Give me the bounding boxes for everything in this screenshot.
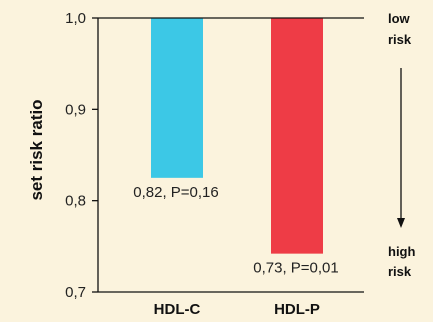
high-risk-line2: risk: [388, 264, 412, 279]
y-tick-label: 0,9: [65, 101, 86, 118]
category-label-hdl-c: HDL-C: [154, 301, 201, 318]
y-tick-label: 0,8: [65, 193, 86, 210]
low-risk-line1: low: [388, 11, 411, 26]
risk-direction-arrowhead: [397, 218, 405, 228]
bar-hdl-c: [151, 18, 203, 178]
low-risk-line2: risk: [388, 32, 412, 47]
y-tick-label: 1,0: [65, 10, 86, 27]
bar-hdl-p: [271, 18, 323, 254]
category-label-hdl-p: HDL-P: [274, 301, 320, 318]
bar-value-label-hdl-c: 0,82, P=0,16: [133, 184, 219, 201]
y-axis-label: set risk ratio: [27, 99, 46, 200]
y-tick-label: 0,7: [65, 284, 86, 301]
high-risk-line1: high: [388, 244, 415, 259]
bar-value-label-hdl-p: 0,73, P=0,01: [253, 260, 339, 277]
